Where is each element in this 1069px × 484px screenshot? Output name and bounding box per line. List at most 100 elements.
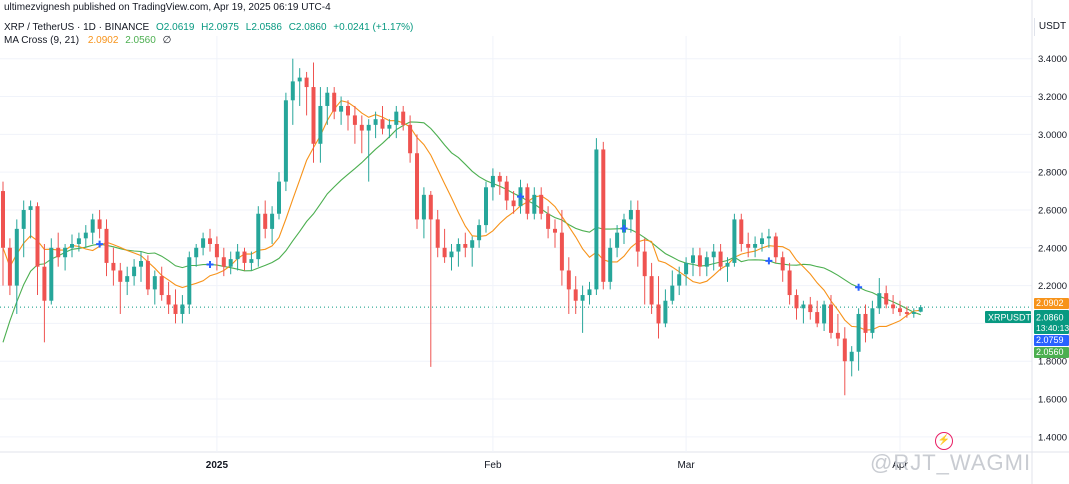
candle-body (546, 213, 551, 229)
last-price-tag-bg (1034, 310, 1069, 334)
close-value: C2.0860 (288, 22, 327, 33)
candle-body (7, 247, 12, 286)
candle (849, 346, 854, 377)
indicator-row: MA Cross (9, 21) 2.0902 2.0560 ∅ (4, 34, 413, 47)
candle-body (173, 304, 178, 314)
candle (635, 200, 640, 267)
candle (573, 276, 578, 314)
candle-body (877, 293, 882, 309)
candle (470, 236, 475, 267)
last-price-text: 2.0860 (1036, 313, 1064, 323)
candle (697, 247, 702, 277)
time-tick-label: Feb (484, 460, 502, 471)
candle-body (152, 276, 157, 290)
candle-body (256, 213, 261, 260)
price-tick-label: 1.4000 (1038, 432, 1067, 443)
candle-body (311, 87, 316, 144)
candle (14, 219, 19, 314)
lightning-icon[interactable]: ⚡ (935, 432, 953, 450)
candle (352, 105, 357, 144)
candle (28, 200, 33, 239)
candle (587, 281, 592, 305)
candle (283, 92, 288, 192)
price-tick-label: 1.6000 (1038, 395, 1067, 406)
candle (835, 313, 840, 347)
candle-body (891, 304, 896, 309)
candle-body (642, 251, 647, 277)
candle (511, 191, 516, 214)
candle (884, 285, 889, 309)
candle-body (918, 307, 923, 312)
candle-body (739, 219, 744, 244)
candle-body (373, 119, 378, 125)
candle (118, 262, 123, 314)
candle-body (242, 251, 247, 263)
candle-body (477, 225, 482, 241)
candle (318, 87, 323, 163)
cross-marker (765, 257, 773, 265)
price-tick-label: 2.2000 (1038, 281, 1067, 292)
watermark: @RJT_WAGMI (870, 450, 1032, 475)
candle-body (898, 308, 902, 313)
candle-body (822, 304, 827, 324)
cross-marker (206, 260, 214, 268)
symbol-tag-bg (985, 311, 1031, 323)
candle-body (608, 247, 613, 282)
moving-average-lines (2, 100, 921, 343)
candle (7, 238, 12, 296)
candle (249, 251, 254, 271)
candle-body (159, 276, 164, 296)
candle (739, 213, 744, 252)
candle-body (870, 308, 875, 333)
candle (380, 105, 385, 135)
candle (780, 251, 785, 282)
candle-body (263, 213, 268, 229)
candle (918, 304, 923, 313)
candle-body (83, 232, 88, 239)
candle-body (332, 92, 337, 112)
ma-slow-value: 2.0560 (125, 35, 156, 46)
candle (159, 266, 164, 301)
candle (718, 244, 723, 271)
ma-fast-value: 2.0902 (87, 35, 119, 46)
candle-body (553, 228, 557, 233)
candle (691, 247, 695, 277)
candle (394, 105, 399, 139)
candle (504, 175, 509, 210)
candle (214, 236, 219, 271)
candle (608, 238, 613, 290)
candle (373, 111, 378, 139)
candle-body (628, 209, 633, 220)
candle-body (339, 105, 344, 112)
candle-body (228, 259, 233, 267)
high-value: H2.0975 (201, 22, 239, 33)
price-tag-blue: 2.0759 (1034, 335, 1069, 346)
candle (601, 141, 606, 290)
candle (766, 228, 771, 248)
candle (242, 247, 247, 271)
candle-body (401, 111, 406, 125)
candle (104, 219, 109, 277)
candle-body (118, 270, 123, 282)
candle (877, 278, 882, 314)
cross-marker (96, 240, 104, 248)
currency-label[interactable]: USDT (1034, 18, 1069, 36)
ma-fast-tag: 2.0902 (1034, 298, 1069, 309)
candle (435, 209, 440, 258)
candle-body (904, 312, 909, 314)
candle (421, 187, 426, 239)
price-tick-label: 2.6000 (1038, 205, 1067, 216)
candle (497, 172, 502, 195)
symbol-title[interactable]: XRP / TetherUS · 1D · BINANCE (4, 22, 150, 33)
indicator-extra: ∅ (162, 35, 172, 46)
candle-body (318, 105, 323, 144)
candle-body (697, 255, 702, 267)
candle (829, 295, 833, 339)
low-value: L2.0586 (245, 22, 282, 33)
candle-body (456, 244, 461, 252)
price-tick-label: 3.2000 (1038, 92, 1067, 103)
candle-body (352, 115, 357, 125)
indicator-label[interactable]: MA Cross (9, 21) (4, 35, 80, 46)
candle-body (490, 175, 495, 188)
